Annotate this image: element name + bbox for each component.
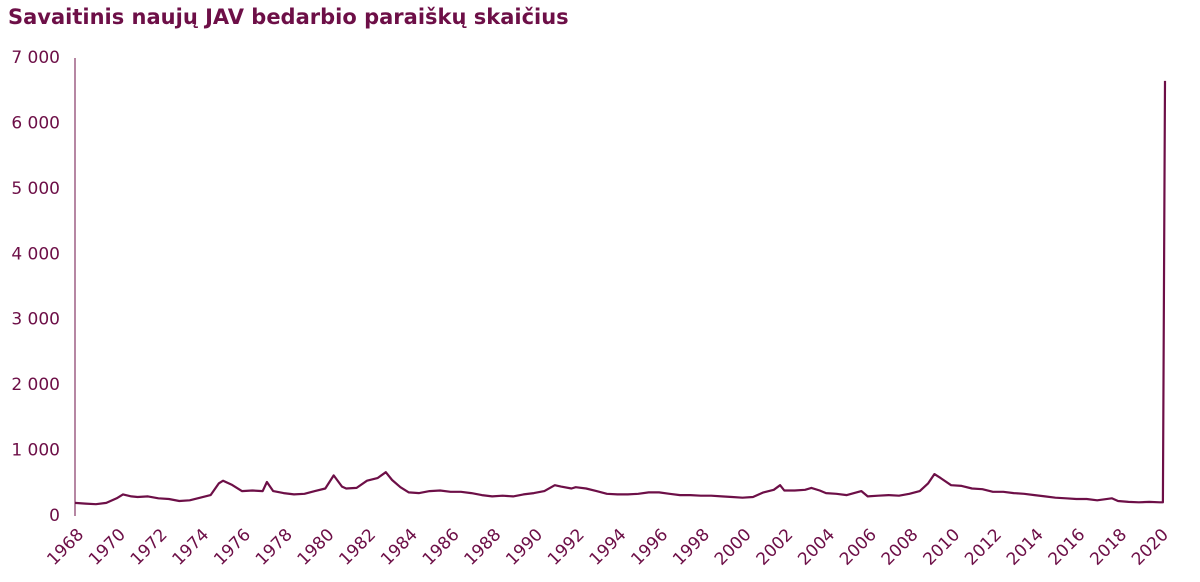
x-tick-label: 1992 [544, 525, 589, 570]
x-tick-label: 1974 [168, 525, 213, 570]
x-tick-label: 1980 [294, 525, 339, 570]
y-tick-label: 4 000 [11, 244, 60, 264]
x-tick-label: 1970 [85, 525, 130, 570]
x-tick-label: 1976 [210, 525, 255, 570]
y-tick-label: 1 000 [11, 441, 60, 461]
x-tick-label: 1988 [461, 525, 506, 570]
x-tick-label: 1982 [335, 525, 380, 570]
x-tick-label: 1972 [127, 525, 172, 570]
y-tick-label: 7 000 [11, 48, 60, 68]
y-tick-label: 3 000 [11, 310, 60, 330]
x-tick-label: 2014 [1003, 525, 1048, 570]
x-tick-label: 2002 [753, 525, 798, 570]
x-tick-label: 1994 [586, 525, 631, 570]
x-tick-label: 2010 [919, 525, 964, 570]
y-tick-label: 2 000 [11, 375, 60, 395]
y-tick-label: 6 000 [11, 113, 60, 133]
x-tick-label: 1986 [419, 525, 464, 570]
x-tick-label: 1990 [502, 525, 547, 570]
x-tick-label: 2004 [794, 525, 839, 570]
x-tick-label: 1968 [43, 525, 88, 570]
x-tick-label: 2020 [1128, 525, 1173, 570]
x-tick-label: 2018 [1086, 525, 1131, 570]
x-tick-label: 1984 [377, 525, 422, 570]
x-tick-label: 1996 [627, 525, 672, 570]
data-line [74, 80, 1167, 506]
x-tick-label: 2016 [1045, 525, 1090, 570]
x-tick-label: 2000 [711, 525, 756, 570]
x-tick-label: 1978 [252, 525, 297, 570]
y-tick-label: 0 [49, 506, 60, 526]
x-tick-label: 1998 [669, 525, 714, 570]
x-tick-label: 2008 [878, 525, 923, 570]
chart-title: Savaitinis naujų JAV bedarbio paraiškų s… [8, 5, 569, 29]
x-tick-label: 2012 [961, 525, 1006, 570]
x-tick-label: 2006 [836, 525, 881, 570]
y-tick-label: 5 000 [11, 179, 60, 199]
